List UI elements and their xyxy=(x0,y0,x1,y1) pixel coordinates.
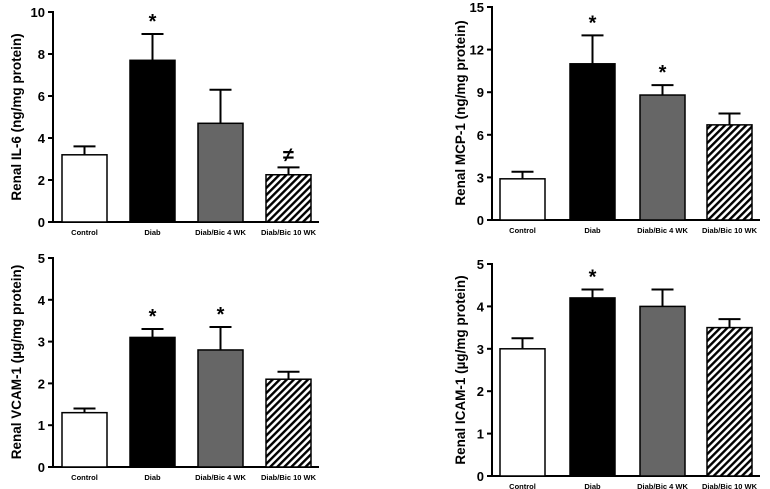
category-label: Diab xyxy=(144,473,161,482)
y-tick-label: 6 xyxy=(38,89,45,104)
y-tick-label: 5 xyxy=(38,251,45,266)
category-label: Diab xyxy=(584,226,601,235)
bar-3 xyxy=(639,94,686,221)
y-tick-label: 3 xyxy=(477,170,484,185)
y-tick-label: 15 xyxy=(470,0,484,15)
y-axis-title: Renal IL-6 (ng/mg protein) xyxy=(9,33,24,200)
bar-1 xyxy=(61,154,108,223)
y-tick-label: 1 xyxy=(38,418,45,433)
y-tick-label: 5 xyxy=(477,257,484,272)
y-tick-label: 3 xyxy=(38,335,45,350)
bar-3 xyxy=(639,305,686,477)
category-label: Diab/Bic 10 WK xyxy=(261,473,317,482)
y-tick-label: 2 xyxy=(477,384,484,399)
category-label: Diab/Bic 10 WK xyxy=(261,228,317,237)
category-label: Diab/Bic 4 WK xyxy=(195,228,246,237)
y-axis-title: Renal MCP-1 (ng/mg protein) xyxy=(453,20,468,205)
bar-2 xyxy=(569,297,616,477)
y-tick-label: 4 xyxy=(477,299,485,314)
category-label: Control xyxy=(509,226,536,235)
bar-1 xyxy=(499,178,546,221)
bar-4 xyxy=(265,174,312,223)
category-label: Diab/Bic 4 WK xyxy=(195,473,246,482)
category-label: Control xyxy=(71,228,98,237)
y-tick-label: 10 xyxy=(31,5,45,20)
significance-mark: * xyxy=(659,62,667,84)
bar-3 xyxy=(197,122,244,223)
y-tick-label: 12 xyxy=(470,43,484,58)
y-tick-label: 3 xyxy=(477,342,484,357)
y-tick-label: 0 xyxy=(38,460,45,475)
bar-2 xyxy=(129,336,176,468)
category-label: Control xyxy=(71,473,98,482)
bar-4 xyxy=(706,326,753,477)
y-tick-label: 4 xyxy=(38,293,46,308)
panel-vcam1: 0 1 2 3 4 5 Renal VCAM-1 (µg/mg protein) Contro… xyxy=(9,251,319,482)
category-label: Control xyxy=(509,482,536,489)
significance-mark: * xyxy=(589,12,597,34)
bar-1 xyxy=(61,411,108,468)
y-tick-label: 6 xyxy=(477,128,484,143)
category-label: Diab xyxy=(584,482,601,489)
bar-2 xyxy=(569,63,616,221)
bar-4 xyxy=(265,378,312,468)
y-axis-title: Renal ICAM-1 (µg/mg protein) xyxy=(453,275,468,464)
panel-il6: 0 2 4 6 8 10 Renal IL-6 (ng/mg protein) Control… xyxy=(9,5,319,237)
significance-mark: ≠ xyxy=(283,144,294,166)
category-label: Diab/Bic 4 WK xyxy=(637,482,688,489)
y-tick-label: 0 xyxy=(477,213,484,228)
category-label: Diab/Bic 10 WK xyxy=(702,226,758,235)
y-tick-label: 1 xyxy=(477,427,484,442)
y-tick-label: 2 xyxy=(38,376,45,391)
y-axis-title: Renal VCAM-1 (µg/mg protein) xyxy=(9,265,24,460)
significance-mark: * xyxy=(589,266,597,288)
category-label: Diab xyxy=(144,228,161,237)
panel-icam1: 0 1 2 3 4 5 Renal ICAM-1 (µg/mg protein) Contro… xyxy=(453,257,760,489)
bar-2 xyxy=(129,59,176,223)
bar-4 xyxy=(706,124,753,221)
bar-1 xyxy=(499,348,546,477)
significance-mark: * xyxy=(149,306,157,328)
y-tick-label: 2 xyxy=(38,173,45,188)
y-tick-label: 4 xyxy=(38,131,46,146)
y-tick-label: 0 xyxy=(38,215,45,230)
category-label: Diab/Bic 10 WK xyxy=(702,482,758,489)
bar-3 xyxy=(197,349,244,468)
significance-mark: * xyxy=(217,304,225,326)
y-tick-label: 8 xyxy=(38,47,45,62)
category-label: Diab/Bic 4 WK xyxy=(637,226,688,235)
y-tick-label: 0 xyxy=(477,469,484,484)
y-tick-label: 9 xyxy=(477,85,484,100)
significance-mark: * xyxy=(149,11,157,33)
